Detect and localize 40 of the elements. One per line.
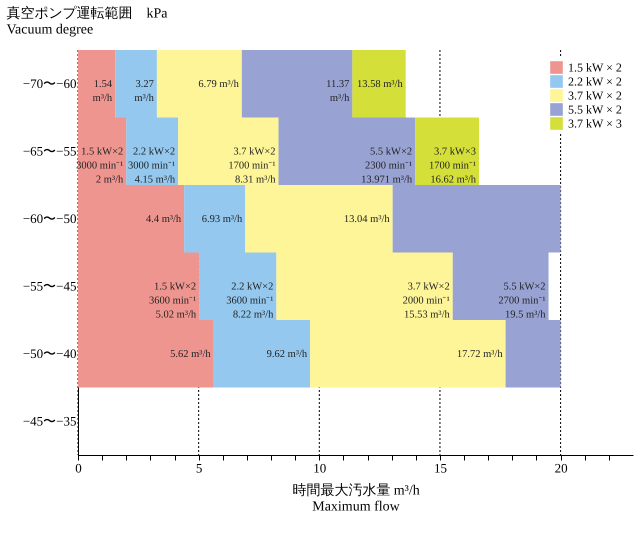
legend-label: 3.7 kW × 3 (568, 116, 622, 130)
annotation: 2.2 kW×2 3000 min⁻¹ 4.15 m³/h (128, 146, 176, 186)
annotation: 13.58 m³/h (356, 78, 404, 90)
annotation: 1.5 kW×2 3000 min⁻¹ 2 m³/h (76, 146, 124, 186)
annotation: 9.62 m³/h (266, 348, 308, 360)
annotation: 6.93 m³/h (202, 214, 243, 225)
annotation: 5.62 m³/h (170, 348, 212, 360)
y-tick-label: −45〜−35 (22, 413, 76, 428)
x-tick-label: 20 (554, 460, 568, 476)
annotation: 13.04 m³/h (344, 214, 390, 225)
annotation: 3.7 kW×2 1700 min⁻¹ 8.31 m³/h (228, 146, 276, 186)
x-tick-label: 0 (75, 460, 82, 476)
y-tick-label: −50〜−40 (22, 346, 76, 361)
legend-label: 3.7 kW × 2 (568, 88, 622, 102)
x-tick-label: 5 (196, 460, 202, 476)
y-tick-label: −65〜−55 (22, 143, 76, 158)
annotation: 17.72 m³/h (456, 348, 504, 360)
annotation: 5.5 kW×2 2700 min⁻¹ 19.5 m³/h (498, 281, 546, 320)
annotation: 6.79 m³/h (198, 78, 240, 90)
x-tick-label: 10 (313, 460, 326, 476)
annotation: 5.5 kW×2 2300 min⁻¹ 13.971 m³/h (361, 146, 413, 186)
y-tick-label: −55〜−45 (22, 278, 76, 294)
annotation: 4.4 m³/h (146, 214, 182, 225)
annotation: 3.27 m³/h (134, 78, 155, 104)
y-tick-label: −70〜−60 (22, 76, 76, 91)
legend-label: 5.5 kW × 2 (568, 102, 622, 116)
legend-label: 1.5 kW × 2 (568, 60, 622, 74)
annotation: 3.7 kW×2 2000 min⁻¹ 15.53 m³/h (402, 281, 450, 320)
legend-label: 2.2 kW × 2 (568, 74, 622, 88)
y-axis-title: 真空ポンプ運転範囲 kPa Vacuum degree (6, 6, 168, 38)
annotation: 3.7 kW×3 1700 min⁻¹ 16.62 m³/h (428, 146, 477, 186)
x-tick-label: 15 (434, 460, 447, 476)
annotation: 1.5 kW×2 3600 min⁻¹ 5.02 m³/h (149, 281, 197, 320)
bar (352, 50, 406, 118)
y-tick-label: −60〜−50 (22, 210, 76, 226)
bar (415, 118, 480, 185)
annotation: 2.2 kW×2 3600 min⁻¹ 8.22 m³/h (226, 281, 274, 320)
annotation: 1.54 m³/h (92, 78, 113, 104)
x-axis-title: 時間最大汚水量 m³/h Maximum flow (292, 482, 420, 514)
annotation: 11.37 m³/h (326, 78, 350, 104)
